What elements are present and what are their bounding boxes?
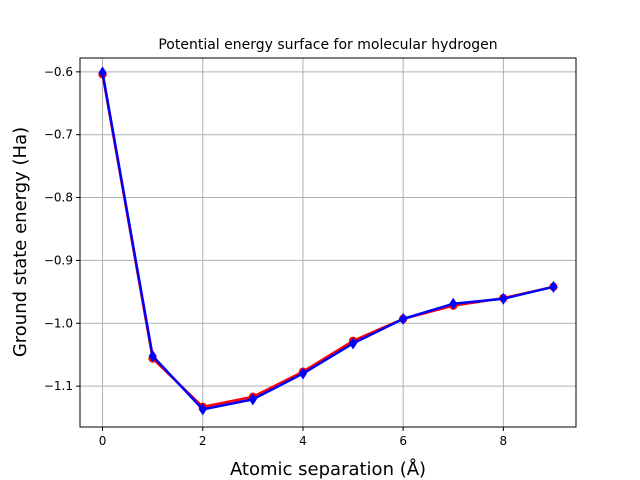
series-2-point — [248, 393, 257, 406]
x-tick-label: 4 — [299, 434, 307, 448]
series-2 — [98, 66, 558, 416]
x-axis-label: Atomic separation (Å) — [230, 458, 426, 480]
y-tick-label: −0.6 — [44, 65, 73, 79]
x-tick-label: 2 — [199, 434, 207, 448]
series-2-point — [98, 66, 107, 79]
y-tick-label: −1.0 — [44, 316, 73, 330]
y-axis-label: Ground state energy (Ha) — [10, 127, 31, 357]
chart-title: Potential energy surface for molecular h… — [158, 37, 497, 53]
series-2-point — [198, 403, 207, 416]
y-tick-label: −0.8 — [44, 191, 73, 205]
series-2-point — [148, 349, 157, 362]
series-2-line — [101, 72, 554, 411]
grid — [80, 58, 576, 427]
series-2-point — [449, 297, 458, 310]
series-2-point — [399, 312, 408, 325]
y-tick-label: −1.1 — [44, 379, 73, 393]
plot-frame — [79, 57, 577, 428]
series-layer — [98, 66, 558, 416]
series-2-point — [298, 367, 307, 380]
series-2-point — [549, 280, 558, 293]
series-2-point — [499, 292, 508, 305]
x-tick-label: 6 — [399, 434, 407, 448]
y-tick-label: −0.9 — [44, 253, 73, 267]
ticks: 0 2 4 6 8 −0.6 −0.7 −0.8 −0.9 −1.0 −1.1 — [44, 65, 507, 448]
y-tick-label: −0.7 — [44, 128, 73, 142]
series-2-point — [349, 337, 358, 350]
x-tick-label: 0 — [99, 434, 107, 448]
x-tick-label: 8 — [500, 434, 508, 448]
